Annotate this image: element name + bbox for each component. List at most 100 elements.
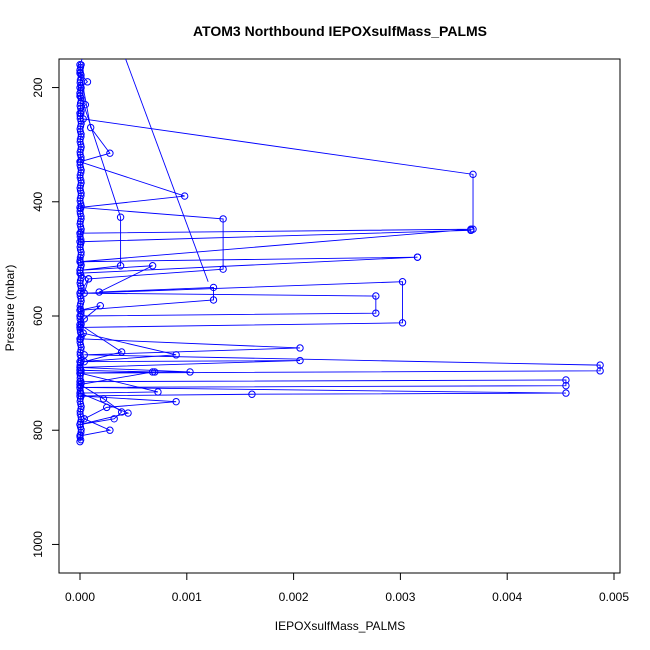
data-point — [413, 253, 422, 261]
x-tick-label: 0.004 — [492, 590, 522, 604]
near-zero-point — [76, 171, 84, 179]
data-point — [76, 380, 84, 389]
near-zero-point — [77, 130, 85, 138]
data-point — [106, 426, 114, 434]
y-axis-label: Pressure (mbar) — [3, 265, 17, 352]
data-point — [219, 215, 227, 223]
near-zero-point — [77, 189, 85, 197]
data-point — [95, 288, 103, 296]
data-point — [76, 203, 84, 212]
data-point — [596, 361, 604, 369]
data-point — [110, 415, 118, 423]
near-zero-point — [77, 202, 85, 210]
near-zero-point — [77, 307, 85, 315]
near-zero-point — [76, 184, 84, 192]
data-point — [469, 170, 477, 179]
series-line — [78, 70, 377, 425]
data-point — [76, 158, 84, 166]
data-point — [219, 265, 227, 273]
data-point — [87, 33, 93, 39]
data-point — [76, 69, 84, 77]
near-zero-point — [76, 253, 84, 261]
data-point — [80, 357, 88, 366]
near-zero-point — [77, 122, 85, 130]
y-tick-label: 200 — [31, 77, 45, 97]
data-point — [180, 192, 189, 200]
near-zero-point — [76, 220, 84, 228]
data-point — [80, 315, 88, 323]
data-point — [76, 266, 84, 275]
data-point — [76, 66, 84, 75]
data-point — [467, 225, 475, 233]
near-zero-point — [76, 279, 84, 287]
x-tick-label: 0.001 — [172, 590, 202, 604]
chart-title: ATOM3 Northbound IEPOXsulfMass_PALMS — [193, 23, 487, 39]
near-zero-point — [77, 295, 85, 303]
data-point — [562, 376, 570, 384]
series-1 — [76, 33, 604, 446]
data-point — [76, 432, 84, 440]
data-point — [76, 320, 84, 329]
x-tick-label: 0.003 — [385, 590, 415, 604]
near-zero-point — [76, 135, 84, 143]
data-point — [372, 309, 380, 317]
series-2 — [76, 66, 380, 429]
data-point — [398, 278, 407, 286]
data-point — [562, 381, 570, 390]
data-point — [76, 335, 84, 343]
data-point — [76, 92, 84, 100]
near-zero-point — [77, 248, 85, 256]
data-point — [116, 213, 125, 221]
near-zero-point — [77, 176, 85, 184]
y-tick-label: 400 — [31, 191, 45, 211]
data-point — [76, 258, 84, 266]
data-point — [172, 397, 180, 406]
stray-line — [125, 59, 209, 282]
data-point — [372, 292, 380, 300]
data-point — [84, 275, 93, 283]
plot-frame — [58, 58, 621, 574]
data-point — [76, 109, 84, 117]
data-point — [106, 149, 114, 157]
data-point — [209, 296, 218, 304]
near-zero-point — [76, 302, 84, 310]
data-point — [83, 78, 92, 86]
near-zero-point — [77, 199, 85, 207]
data-point — [76, 437, 84, 446]
data-point — [172, 351, 180, 359]
data-point — [596, 367, 604, 375]
data-point — [186, 368, 194, 376]
near-zero-point — [76, 194, 84, 202]
data-point — [209, 283, 218, 292]
data-point — [79, 329, 87, 337]
y-tick-label: 600 — [31, 306, 45, 326]
data-point — [96, 302, 104, 310]
data-point — [248, 390, 256, 398]
near-zero-point — [77, 212, 85, 220]
near-zero-point — [76, 408, 84, 416]
series-3 — [76, 89, 218, 429]
data-point — [116, 262, 125, 270]
plot-area — [76, 33, 604, 446]
data-point — [76, 389, 84, 397]
y-tick-label: 1000 — [31, 531, 45, 558]
near-zero-point — [76, 148, 84, 156]
data-point — [80, 415, 88, 423]
data-point — [76, 61, 84, 69]
data-point — [296, 356, 304, 365]
x-tick-label: 0.005 — [599, 590, 629, 604]
data-point — [117, 408, 126, 416]
data-point — [76, 420, 84, 429]
near-zero-point — [77, 143, 85, 151]
data-point — [99, 395, 108, 403]
near-zero-point — [77, 343, 85, 351]
near-zero-point — [77, 225, 85, 233]
near-zero-point — [77, 117, 85, 125]
near-zero-point — [77, 182, 85, 190]
data-point — [79, 115, 87, 123]
series-line — [78, 59, 601, 442]
data-point — [76, 366, 84, 374]
data-point — [76, 357, 84, 366]
near-zero-point — [77, 140, 85, 148]
data-point — [296, 344, 304, 352]
